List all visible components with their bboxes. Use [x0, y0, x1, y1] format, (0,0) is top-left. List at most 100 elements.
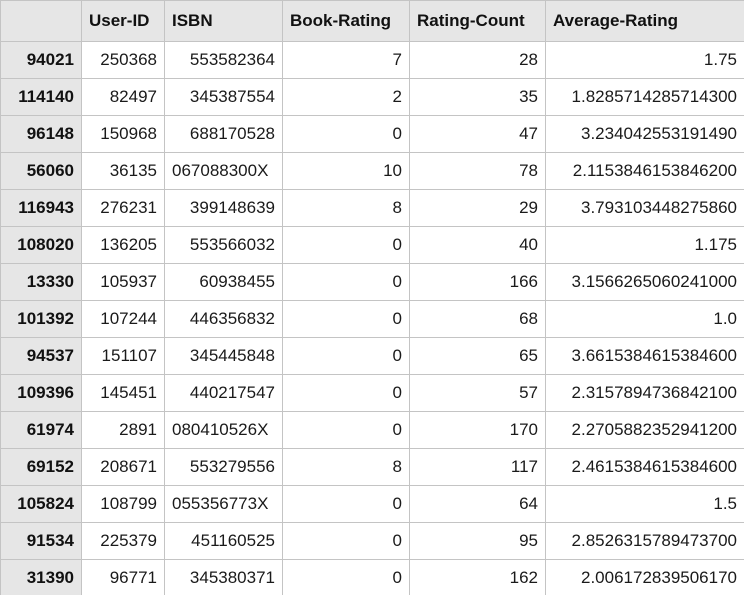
average-rating-cell[interactable]: 2.2705882352941200: [545, 411, 744, 449]
isbn-cell[interactable]: 553279556: [164, 448, 283, 486]
table-row[interactable]: 91534 225379 451160525 0 95 2.852631578947370…: [0, 522, 744, 560]
table-row[interactable]: 101392 107244 446356832 0 68 1.0: [0, 300, 744, 338]
table-row[interactable]: 61974 2891 080410526X 0 170 2.270588235294120…: [0, 411, 744, 449]
book-rating-cell[interactable]: 0: [282, 374, 410, 412]
rating-count-cell[interactable]: 162: [409, 559, 546, 595]
table-row[interactable]: 114140 82497 345387554 2 35 1.828571428571430…: [0, 78, 744, 116]
isbn-cell[interactable]: 067088300X: [164, 152, 283, 190]
user-id-cell[interactable]: 36135: [81, 152, 165, 190]
rating-count-cell[interactable]: 78: [409, 152, 546, 190]
user-id-cell[interactable]: 107244: [81, 300, 165, 338]
rating-count-cell[interactable]: 35: [409, 78, 546, 116]
user-id-cell[interactable]: 145451: [81, 374, 165, 412]
average-rating-cell[interactable]: 3.793103448275860: [545, 189, 744, 227]
user-id-cell[interactable]: 250368: [81, 41, 165, 79]
book-rating-cell[interactable]: 0: [282, 115, 410, 153]
isbn-cell[interactable]: 345380371: [164, 559, 283, 595]
user-id-cell[interactable]: 151107: [81, 337, 165, 375]
table-row[interactable]: 96148 150968 688170528 0 47 3.234042553191490: [0, 115, 744, 153]
isbn-cell[interactable]: 055356773X: [164, 485, 283, 523]
rating-count-cell[interactable]: 28: [409, 41, 546, 79]
average-rating-cell[interactable]: 1.75: [545, 41, 744, 79]
user-id-cell[interactable]: 108799: [81, 485, 165, 523]
table-row[interactable]: 108020 136205 553566032 0 40 1.175: [0, 226, 744, 264]
column-header-isbn[interactable]: ISBN: [164, 0, 283, 42]
table-row[interactable]: 69152 208671 553279556 8 117 2.46153846153846…: [0, 448, 744, 486]
table-row[interactable]: 56060 36135 067088300X 10 78 2.11538461538462…: [0, 152, 744, 190]
book-rating-cell[interactable]: 0: [282, 485, 410, 523]
isbn-cell[interactable]: 451160525: [164, 522, 283, 560]
average-rating-cell[interactable]: 1.175: [545, 226, 744, 264]
table-row[interactable]: 109396 145451 440217547 0 57 2.31578947368421…: [0, 374, 744, 412]
rating-count-cell[interactable]: 65: [409, 337, 546, 375]
user-id-cell[interactable]: 136205: [81, 226, 165, 264]
book-rating-cell[interactable]: 2: [282, 78, 410, 116]
rating-count-cell[interactable]: 64: [409, 485, 546, 523]
rating-count-cell[interactable]: 170: [409, 411, 546, 449]
rating-count-cell[interactable]: 29: [409, 189, 546, 227]
rating-count-cell[interactable]: 68: [409, 300, 546, 338]
isbn-cell[interactable]: 440217547: [164, 374, 283, 412]
row-index-cell: 13330: [0, 263, 82, 301]
table-row[interactable]: 31390 96771 345380371 0 162 2.006172839506170: [0, 559, 744, 595]
column-header-rating-count[interactable]: Rating-Count: [409, 0, 546, 42]
user-id-cell[interactable]: 225379: [81, 522, 165, 560]
isbn-cell[interactable]: 446356832: [164, 300, 283, 338]
isbn-cell[interactable]: 688170528: [164, 115, 283, 153]
rating-count-cell[interactable]: 57: [409, 374, 546, 412]
average-rating-cell[interactable]: 2.8526315789473700: [545, 522, 744, 560]
book-rating-cell[interactable]: 0: [282, 411, 410, 449]
user-id-cell[interactable]: 276231: [81, 189, 165, 227]
rating-count-cell[interactable]: 40: [409, 226, 546, 264]
isbn-cell[interactable]: 345387554: [164, 78, 283, 116]
average-rating-cell[interactable]: 3.234042553191490: [545, 115, 744, 153]
table-row[interactable]: 13330 105937 60938455 0 166 3.156626506024100…: [0, 263, 744, 301]
average-rating-cell[interactable]: 3.1566265060241000: [545, 263, 744, 301]
book-rating-cell[interactable]: 0: [282, 337, 410, 375]
column-header-user-id[interactable]: User-ID: [81, 0, 165, 42]
rating-count-cell[interactable]: 166: [409, 263, 546, 301]
row-index-cell: 94021: [0, 41, 82, 79]
user-id-cell[interactable]: 82497: [81, 78, 165, 116]
table-row[interactable]: 116943 276231 399148639 8 29 3.79310344827586…: [0, 189, 744, 227]
isbn-cell[interactable]: 080410526X: [164, 411, 283, 449]
isbn-cell[interactable]: 345445848: [164, 337, 283, 375]
book-rating-cell[interactable]: 8: [282, 189, 410, 227]
average-rating-cell[interactable]: 1.5: [545, 485, 744, 523]
book-rating-cell[interactable]: 7: [282, 41, 410, 79]
average-rating-cell[interactable]: 1.8285714285714300: [545, 78, 744, 116]
table-row[interactable]: 94021 250368 553582364 7 28 1.75: [0, 41, 744, 79]
row-index-cell: 69152: [0, 448, 82, 486]
header-row: User-ID ISBN Book-Rating Rating-Count Av…: [0, 0, 744, 42]
column-header-book-rating[interactable]: Book-Rating: [282, 0, 410, 42]
user-id-cell[interactable]: 96771: [81, 559, 165, 595]
average-rating-cell[interactable]: 2.3157894736842100: [545, 374, 744, 412]
rating-count-cell[interactable]: 117: [409, 448, 546, 486]
average-rating-cell[interactable]: 1.0: [545, 300, 744, 338]
book-rating-cell[interactable]: 0: [282, 226, 410, 264]
book-rating-cell[interactable]: 0: [282, 522, 410, 560]
isbn-cell[interactable]: 399148639: [164, 189, 283, 227]
average-rating-cell[interactable]: 2.4615384615384600: [545, 448, 744, 486]
user-id-cell[interactable]: 150968: [81, 115, 165, 153]
user-id-cell[interactable]: 2891: [81, 411, 165, 449]
isbn-cell[interactable]: 553566032: [164, 226, 283, 264]
rating-count-cell[interactable]: 95: [409, 522, 546, 560]
column-header-average-rating[interactable]: Average-Rating: [545, 0, 744, 42]
book-rating-cell[interactable]: 0: [282, 559, 410, 595]
book-rating-cell[interactable]: 10: [282, 152, 410, 190]
book-rating-cell[interactable]: 8: [282, 448, 410, 486]
average-rating-cell[interactable]: 3.6615384615384600: [545, 337, 744, 375]
book-rating-cell[interactable]: 0: [282, 263, 410, 301]
average-rating-cell[interactable]: 2.1153846153846200: [545, 152, 744, 190]
user-id-cell[interactable]: 105937: [81, 263, 165, 301]
average-rating-cell[interactable]: 2.006172839506170: [545, 559, 744, 595]
rating-count-cell[interactable]: 47: [409, 115, 546, 153]
isbn-cell[interactable]: 553582364: [164, 41, 283, 79]
isbn-cell[interactable]: 60938455: [164, 263, 283, 301]
table-row[interactable]: 105824 108799 055356773X 0 64 1.5: [0, 485, 744, 523]
book-rating-cell[interactable]: 0: [282, 300, 410, 338]
table-row[interactable]: 94537 151107 345445848 0 65 3.661538461538460…: [0, 337, 744, 375]
user-id-cell[interactable]: 208671: [81, 448, 165, 486]
row-index-cell: 101392: [0, 300, 82, 338]
